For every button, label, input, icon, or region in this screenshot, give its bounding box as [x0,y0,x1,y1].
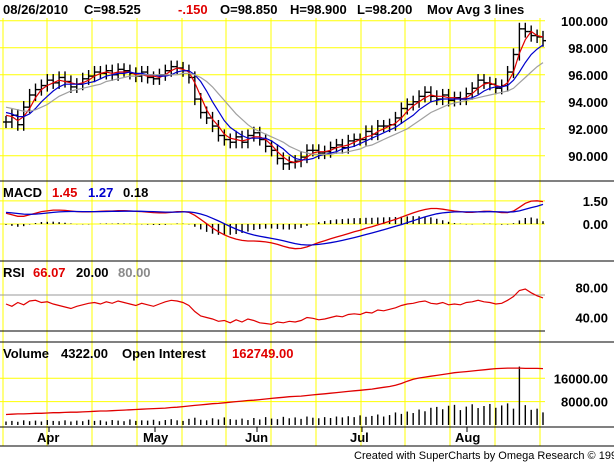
month-label: May [143,430,169,445]
moving-average-line-blue [5,44,544,161]
month-label: Jul [350,430,369,445]
rsi-value-1: 66.07 [33,265,66,280]
open-interest-line [5,367,544,416]
macd-label: MACD [3,185,42,200]
y-tick-label: 40.00 [575,311,608,326]
rsi-line [5,288,544,325]
open-interest-label: Open Interest [122,346,206,361]
macd-line-blue [5,203,544,246]
header-study: Mov Avg 3 lines [427,2,524,17]
macd-value-3: 0.18 [123,185,148,200]
header-low: L=98.200 [357,2,412,17]
volume-label: Volume [3,346,49,361]
macd-value-2: 1.27 [88,185,113,200]
volume-value: 4322.00 [61,346,108,361]
credit-text: Created with SuperCharts by Omega Resear… [354,450,614,462]
month-label: Aug [455,430,480,445]
open-interest-value: 162749.00 [232,346,293,361]
moving-average-line-red [5,30,544,164]
y-tick-label: 98.000 [568,41,608,56]
header-date: 08/26/2010 [3,2,68,17]
header-open: O=98.850 [220,2,277,17]
rsi-label: RSI [3,265,25,280]
month-label: Apr [37,430,59,445]
y-tick-label: 96.000 [568,68,608,83]
rsi-value-3: 80.00 [118,265,151,280]
rsi-value-2: 20.00 [76,265,109,280]
y-tick-label: 92.000 [568,122,608,137]
horizontal-gridlines [0,20,545,403]
header-close: C=98.525 [84,2,141,17]
y-tick-label: 100.000 [561,14,608,29]
y-tick-label: 16000.00 [554,371,608,386]
y-tick-label: 90.000 [568,149,608,164]
volume-bars [5,366,544,425]
y-tick-label: 94.000 [568,95,608,110]
y-tick-label: 80.00 [575,281,608,296]
header-change: -.150 [178,2,208,17]
indicator-lines [5,30,544,416]
y-tick-label: 0.00 [583,217,608,232]
x-axis-month-labels: Apr May Jun Jul Aug [37,427,480,445]
y-tick-label: 1.50 [583,194,608,209]
month-label: Jun [245,430,268,445]
header-high: H=98.900 [290,2,347,17]
macd-histogram [5,216,544,236]
y-tick-label: 8000.00 [561,395,608,410]
vertical-gridlines [2,18,541,446]
macd-value-1: 1.45 [52,185,77,200]
y-axis-tick-labels: 100.000 98.000 96.000 94.000 92.000 90.000 1.5… [554,14,608,410]
moving-average-line-gray [5,62,544,155]
macd-line-red [5,200,544,250]
